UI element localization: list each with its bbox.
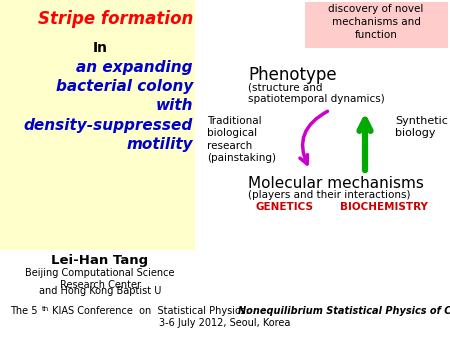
FancyArrowPatch shape (360, 120, 370, 170)
Text: th: th (41, 306, 49, 312)
Bar (0, 0, 195, 250)
Text: GENETICS: GENETICS (255, 202, 313, 212)
Bar (305, 2, 448, 48)
Text: Beijing Computational Science
Research Center: Beijing Computational Science Research C… (25, 268, 175, 290)
Text: an expanding
bacterial colony
with
density-suppressed
motility: an expanding bacterial colony with densi… (24, 60, 193, 152)
Text: Synthetic
biology: Synthetic biology (395, 116, 448, 138)
Text: In: In (93, 41, 108, 55)
Text: (structure and
spatiotemporal dynamics): (structure and spatiotemporal dynamics) (248, 82, 385, 104)
Text: discovery of novel
mechanisms and
function: discovery of novel mechanisms and functi… (328, 4, 424, 41)
Text: Nonequilibrium Statistical Physics of Complex Systems: Nonequilibrium Statistical Physics of Co… (238, 306, 450, 316)
Text: The 5: The 5 (10, 306, 37, 316)
Text: Phenotype: Phenotype (248, 66, 337, 84)
Text: Traditional
biological
research
(painstaking): Traditional biological research (painsta… (207, 116, 276, 163)
Text: Molecular mechanisms: Molecular mechanisms (248, 176, 424, 191)
Text: 3-6 July 2012, Seoul, Korea: 3-6 July 2012, Seoul, Korea (159, 318, 291, 328)
Text: Stripe formation: Stripe formation (38, 10, 193, 28)
FancyArrowPatch shape (300, 111, 328, 164)
Text: Lei-Han Tang: Lei-Han Tang (51, 254, 149, 267)
Text: BIOCHEMISTRY: BIOCHEMISTRY (340, 202, 428, 212)
Text: and Hong Kong Baptist U: and Hong Kong Baptist U (39, 286, 161, 296)
Text: (players and their interactions): (players and their interactions) (248, 190, 410, 200)
Text: KIAS Conference  on  Statistical Physics:: KIAS Conference on Statistical Physics: (49, 306, 252, 316)
